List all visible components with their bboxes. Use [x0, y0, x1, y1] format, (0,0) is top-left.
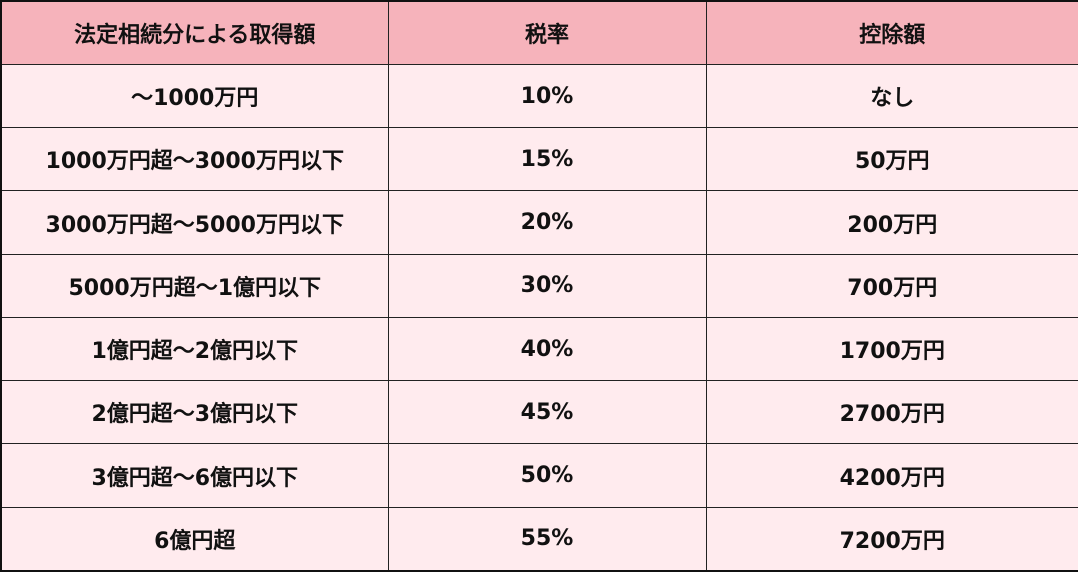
cell-rate: 15% — [387, 127, 707, 192]
table-row: 5000万円超～1億円以下 30% 700万円 — [0, 253, 1078, 318]
table-row: 6億円超 55% 7200万円 — [0, 506, 1078, 572]
cell-deduction: 4200万円 — [705, 443, 1078, 508]
cell-deduction: 700万円 — [705, 253, 1078, 318]
cell-deduction: なし — [705, 63, 1078, 129]
table-row: 3000万円超～5000万円以下 20% 200万円 — [0, 190, 1078, 255]
cell-amount: 1億円超～2億円以下 — [0, 316, 389, 382]
header-row: 法定相続分による取得額 税率 控除額 — [0, 0, 1078, 65]
cell-deduction: 200万円 — [705, 190, 1078, 255]
cell-amount: 5000万円超～1億円以下 — [0, 253, 389, 318]
cell-rate: 50% — [387, 443, 707, 508]
cell-amount: ～1000万円 — [0, 63, 389, 129]
table-row: 2億円超～3億円以下 45% 2700万円 — [0, 380, 1078, 445]
cell-amount: 3000万円超～5000万円以下 — [0, 190, 389, 255]
cell-rate: 20% — [387, 190, 707, 255]
header-amount: 法定相続分による取得額 — [0, 0, 389, 65]
table-row: 1000万円超～3000万円以下 15% 50万円 — [0, 127, 1078, 192]
cell-deduction: 7200万円 — [705, 506, 1078, 572]
table-row: 1億円超～2億円以下 40% 1700万円 — [0, 316, 1078, 382]
cell-deduction: 50万円 — [705, 127, 1078, 192]
header-deduction: 控除額 — [705, 0, 1078, 65]
cell-rate: 45% — [387, 380, 707, 445]
cell-amount: 2億円超～3億円以下 — [0, 380, 389, 445]
cell-rate: 30% — [387, 253, 707, 318]
cell-rate: 40% — [387, 316, 707, 382]
table-row: 3億円超～6億円以下 50% 4200万円 — [0, 443, 1078, 508]
cell-deduction: 1700万円 — [705, 316, 1078, 382]
cell-amount: 1000万円超～3000万円以下 — [0, 127, 389, 192]
cell-rate: 55% — [387, 506, 707, 572]
table-row: ～1000万円 10% なし — [0, 63, 1078, 129]
header-rate: 税率 — [387, 0, 707, 65]
cell-deduction: 2700万円 — [705, 380, 1078, 445]
cell-amount: 6億円超 — [0, 506, 389, 572]
cell-rate: 10% — [387, 63, 707, 129]
cell-amount: 3億円超～6億円以下 — [0, 443, 389, 508]
